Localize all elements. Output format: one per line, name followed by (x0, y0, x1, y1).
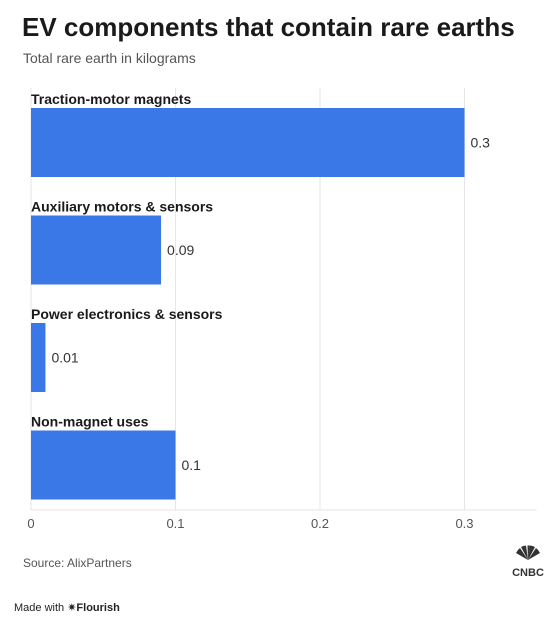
x-tick-label: 0.3 (455, 516, 473, 531)
category-label: Non-magnet uses (31, 414, 149, 430)
category-label: Power electronics & sensors (31, 306, 223, 322)
cnbc-logo-text: CNBC (512, 567, 544, 578)
value-label: 0.1 (182, 457, 202, 473)
flourish-star-icon: ✷ (67, 602, 77, 614)
flourish-credit[interactable]: Made with ✷Flourish (14, 601, 120, 614)
bar[interactable] (31, 215, 162, 285)
flourish-brand: Flourish (76, 602, 120, 614)
x-tick-label: 0.2 (311, 516, 329, 531)
bar[interactable] (31, 108, 465, 177)
bar[interactable] (31, 430, 176, 500)
chart-title: EV components that contain rare earths (22, 12, 515, 42)
category-label: Auxiliary motors & sensors (31, 199, 213, 215)
made-with-text: Made with (14, 602, 65, 614)
x-tick-label: 0 (27, 516, 34, 531)
value-label: 0.09 (167, 242, 194, 258)
category-label: Traction-motor magnets (31, 91, 191, 107)
value-label: 0.01 (51, 350, 78, 366)
bar[interactable] (31, 323, 46, 392)
bar-chart: Traction-motor magnets 0.3 Auxiliary motor… (27, 88, 537, 531)
source-note: Source: AlixPartners (23, 556, 132, 570)
value-label: 0.3 (471, 135, 491, 151)
chart-subtitle: Total rare earth in kilograms (23, 50, 196, 66)
cnbc-logo: CNBC (512, 545, 544, 578)
x-tick-label: 0.1 (166, 516, 184, 531)
